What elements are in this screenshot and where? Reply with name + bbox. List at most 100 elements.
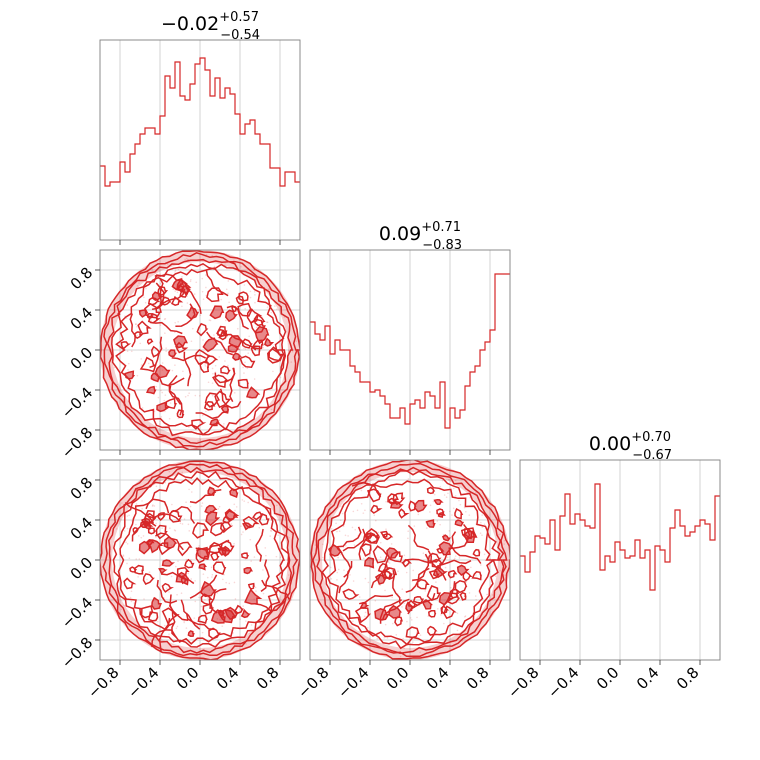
sample-point: [340, 505, 342, 508]
contour-blob: [250, 345, 261, 357]
sample-point: [468, 571, 470, 573]
contour-segment: [436, 559, 472, 567]
title-value: 0.00: [589, 433, 631, 455]
contour-blob: [195, 547, 210, 564]
contour-segment: [219, 388, 242, 409]
contour-blob: [363, 556, 375, 569]
sample-point: [201, 631, 204, 634]
sample-point: [197, 440, 199, 442]
sample-point: [181, 471, 184, 474]
contour-blob: [235, 295, 245, 305]
sample-point: [354, 528, 357, 531]
sample-point: [198, 545, 200, 547]
sample-point: [224, 319, 227, 322]
scatter-panel: [310, 460, 510, 660]
contour-blob: [398, 508, 410, 519]
sample-point: [145, 287, 147, 290]
sample-point: [321, 543, 324, 546]
sample-point: [203, 527, 206, 530]
sample-point: [140, 364, 143, 366]
sample-point: [339, 519, 342, 522]
sample-point: [387, 561, 389, 563]
contour-blob: [158, 567, 168, 575]
sample-point: [202, 573, 205, 575]
sample-point: [190, 578, 193, 580]
contour-blob: [372, 545, 389, 564]
contour-blob: [237, 378, 249, 389]
contour-segment: [226, 305, 249, 330]
sample-point: [201, 502, 204, 504]
sample-point: [138, 282, 140, 284]
contour-segment: [412, 553, 430, 582]
sample-point: [225, 581, 227, 584]
sample-point: [136, 374, 139, 377]
sample-point: [125, 317, 128, 319]
sample-point: [181, 305, 183, 308]
sample-point: [174, 271, 176, 273]
sample-point: [481, 534, 483, 536]
sample-point: [223, 573, 225, 576]
sample-point: [189, 505, 192, 508]
sample-point: [200, 505, 203, 507]
sample-point: [121, 502, 123, 504]
title-upper-error: +0.57: [219, 10, 259, 25]
sample-point: [287, 574, 290, 576]
sample-point: [362, 512, 365, 514]
contour-segment: [170, 506, 196, 524]
sample-point: [267, 288, 270, 291]
contour-blob: [383, 566, 398, 580]
sample-point: [228, 582, 231, 585]
sample-point: [358, 630, 361, 633]
sample-point: [494, 575, 497, 578]
sample-point: [113, 366, 116, 369]
sample-point: [240, 525, 242, 527]
sample-point: [262, 346, 264, 349]
sample-point: [184, 395, 187, 398]
sample-point: [248, 632, 250, 634]
contour-segment: [155, 373, 185, 387]
sample-point: [126, 542, 129, 545]
sample-point: [337, 568, 340, 571]
x-tick-label: −0.8: [504, 664, 542, 702]
sample-point: [352, 620, 354, 623]
sample-point: [155, 485, 158, 488]
sample-point: [165, 350, 167, 352]
sample-point: [220, 298, 223, 301]
sample-point: [253, 556, 256, 558]
contour-blob: [171, 277, 184, 291]
sample-point: [288, 526, 291, 529]
sample-point: [143, 598, 145, 600]
contour-blob: [205, 510, 221, 527]
sample-point: [269, 535, 272, 537]
contour-blob: [217, 547, 230, 556]
contour-segment: [407, 592, 436, 615]
contour-segment: [338, 560, 353, 594]
sample-point: [335, 522, 337, 525]
sample-point: [406, 620, 408, 623]
sample-point: [249, 290, 252, 293]
sample-point: [270, 408, 273, 411]
contour-blob: [426, 486, 436, 495]
sample-point: [242, 605, 244, 607]
sample-point: [126, 350, 129, 352]
contour-blob: [441, 534, 452, 542]
contour-segment: [169, 604, 177, 639]
sample-point: [227, 292, 229, 295]
contour-blob: [147, 527, 157, 535]
contour-segment: [254, 600, 286, 612]
sample-point: [425, 527, 428, 529]
sample-point: [250, 624, 253, 626]
sample-point: [227, 280, 230, 282]
sample-point: [410, 619, 413, 621]
sample-point: [187, 523, 190, 526]
sample-point: [247, 501, 249, 504]
sample-point: [255, 590, 257, 592]
sample-point: [116, 528, 118, 530]
contour-blob: [196, 322, 209, 337]
sample-point: [190, 491, 193, 493]
contour-segment: [342, 528, 366, 552]
sample-point: [180, 592, 183, 595]
contour-blob: [433, 498, 444, 505]
sample-point: [415, 631, 418, 633]
sample-point: [141, 407, 144, 409]
